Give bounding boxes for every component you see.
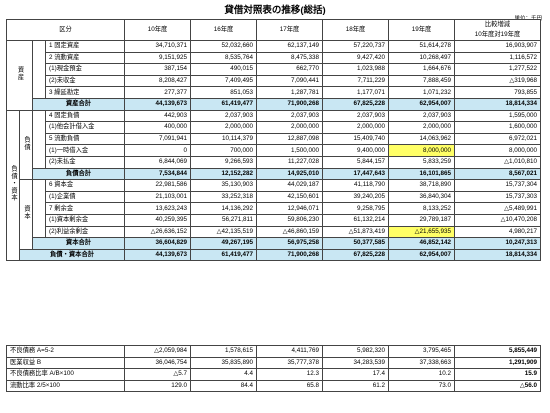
page-title: 貸借対照表の推移(総括) [224, 5, 326, 16]
table-row: (1)資本剰余金 40,259,395 56,271,811 59,806,23… [7, 213, 541, 227]
table-row: 流動比率 2/5×100 129.0 84.4 65.8 61.2 73.0 △… [6, 379, 541, 393]
table-row: (1)他会計借入金 400,000 2,000,000 2,000,000 2,… [7, 121, 541, 134]
table-row: 7 剰余金 13,623,243 14,136,292 12,946,071 9… [7, 202, 541, 215]
category-assets: 資産 [6, 40, 33, 111]
table-row: 不良債務 A=5-2 △2,059,984 1,578,615 4,411,76… [6, 345, 541, 358]
header-compare-sub: 10年度対19年度 [454, 30, 541, 41]
table-row: (1)現金預金 387,154 490,015 662,770 1,023,98… [7, 63, 541, 76]
header-year-16: 16年度 [190, 19, 257, 41]
header-year-10: 10年度 [124, 19, 191, 41]
table-row: 資本 6 資本金 22,981,586 35,130,903 44,029,18… [7, 179, 541, 250]
ratio-table: 不良債務 A=5-2 △2,059,984 1,578,615 4,411,76… [6, 345, 541, 393]
highlighted-cell: 8,000,000 [388, 144, 455, 157]
table-row: (2)未払金 6,844,069 9,266,593 11,227,028 5,… [7, 155, 541, 169]
category-liab-capital: 負債・資本 [6, 109, 20, 262]
table-row: (1)企業債 21,103,001 33,252,318 42,150,601 … [7, 190, 541, 204]
table-row: (2)未収金 8,208,427 7,409,495 7,090,441 7,7… [7, 74, 541, 88]
header-compare: 比較増減 [454, 19, 541, 30]
table-row: 不良債務比率 A/B×100 △5.7 4.4 12.3 17.4 10.2 1… [6, 368, 541, 381]
table-row: (2)利益余剰金 △26,636,152 △42,135,519 △46,860… [7, 225, 541, 239]
table-row: 資産 1 固定資産 34,710,371 52,032,660 62,137,1… [6, 40, 541, 111]
header-year-19: 19年度 [388, 19, 455, 41]
table-row: 3 繰延勘定 277,377 851,053 1,287,781 1,177,0… [7, 86, 541, 99]
grand-total-row: 負債・資本合計 44,139,673 61,419,477 71,900,268… [7, 248, 541, 262]
cap-total-row: 資本合計 36,604,829 49,267,195 56,975,258 50… [7, 237, 541, 250]
header-division: 区分 [6, 19, 125, 41]
unit-label: 単位：千円 [514, 14, 542, 22]
header-row: 区分 10年度 16年度 17年度 18年度 19年度 比較増減 [6, 19, 541, 41]
asset-total-row: 資産合計 44,139,673 61,419,477 71,900,268 67… [7, 97, 541, 111]
table-row: 医業収益 B 36,046,754 35,835,890 35,777,378 … [6, 356, 541, 370]
liab-total-row: 負債合計 7,534,844 12,152,282 14,925,010 17,… [7, 167, 541, 181]
header-year-17: 17年度 [256, 19, 323, 41]
table-row: 5 流動負債 7,091,941 10,114,379 12,887,098 1… [7, 132, 541, 146]
header-year-18: 18年度 [322, 19, 389, 41]
category-capital: 資本 [19, 179, 33, 250]
highlighted-cell: △21,655,935 [388, 225, 455, 239]
table-row: 2 流動資産 9,151,925 8,535,764 8,475,338 9,4… [7, 51, 541, 65]
table-row: (1)一時借入金 0 700,000 1,500,000 9,400,000 8… [7, 144, 541, 157]
category-liabilities: 負債 [19, 109, 33, 181]
balance-sheet-table: 区分 10年度 16年度 17年度 18年度 19年度 比較増減 10年度対19… [6, 19, 541, 262]
table-row: 負債・資本 負債 4 固定負債 442,903 2,037,903 2,037,… [6, 109, 541, 262]
